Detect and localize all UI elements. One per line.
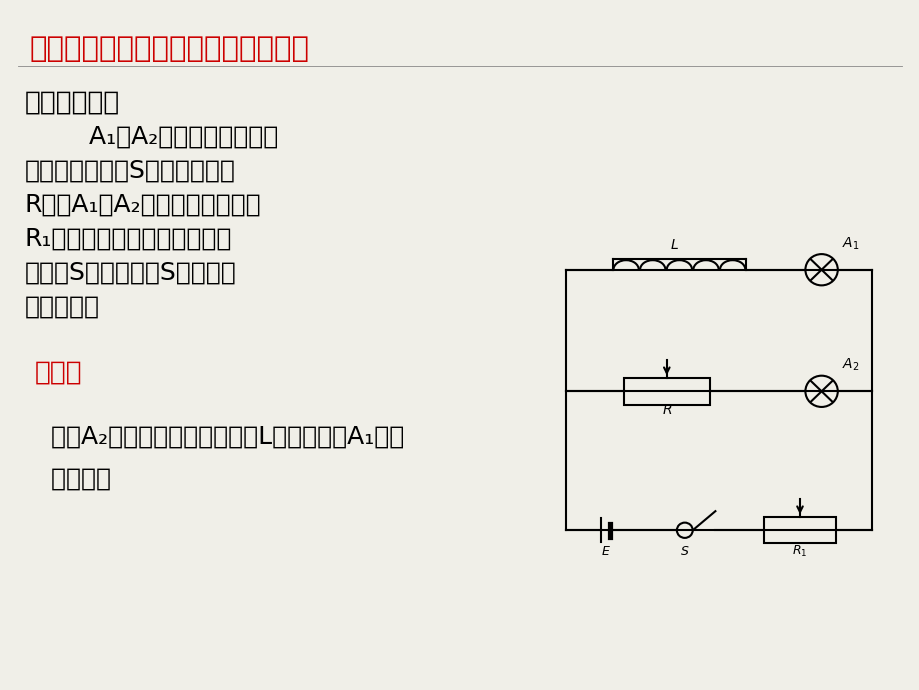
Text: $R_1$: $R_1$	[791, 544, 807, 559]
Text: 演示实验一：开关闭合时的自感现象: 演示实验一：开关闭合时的自感现象	[30, 35, 310, 63]
Bar	[763, 517, 835, 544]
Text: $R$: $R$	[661, 403, 671, 417]
Text: 灯泡A₂立刻正常发光，跟线圈L串联的灯泡A₁逐渐: 灯泡A₂立刻正常发光，跟线圈L串联的灯泡A₁逐渐	[35, 425, 403, 449]
Text: $S$: $S$	[679, 544, 689, 558]
Text: A₁、A₂是规格完全一样的: A₁、A₂是规格完全一样的	[25, 125, 278, 149]
Text: 现象：: 现象：	[35, 360, 83, 386]
Text: $E$: $E$	[600, 544, 610, 558]
Text: R，使A₁、A₂亮度相同，再调节: R，使A₁、A₂亮度相同，再调节	[25, 193, 261, 217]
Text: $A_2$: $A_2$	[841, 357, 858, 373]
Text: 开开关S。重新闭合S，观察到: 开开关S。重新闭合S，观察到	[25, 261, 236, 285]
Text: $L$: $L$	[669, 238, 677, 252]
Text: 要求和操作：: 要求和操作：	[25, 90, 120, 116]
Text: $A_1$: $A_1$	[841, 235, 858, 252]
Text: 什么现象？: 什么现象？	[25, 295, 100, 319]
Bar	[623, 378, 709, 404]
Text: R₁，使两灯正常发光，然后断: R₁，使两灯正常发光，然后断	[25, 227, 233, 251]
Text: 亮起来。: 亮起来。	[35, 467, 111, 491]
Text: 灯泡。闭合电键S，调节变阻器: 灯泡。闭合电键S，调节变阻器	[25, 159, 235, 183]
